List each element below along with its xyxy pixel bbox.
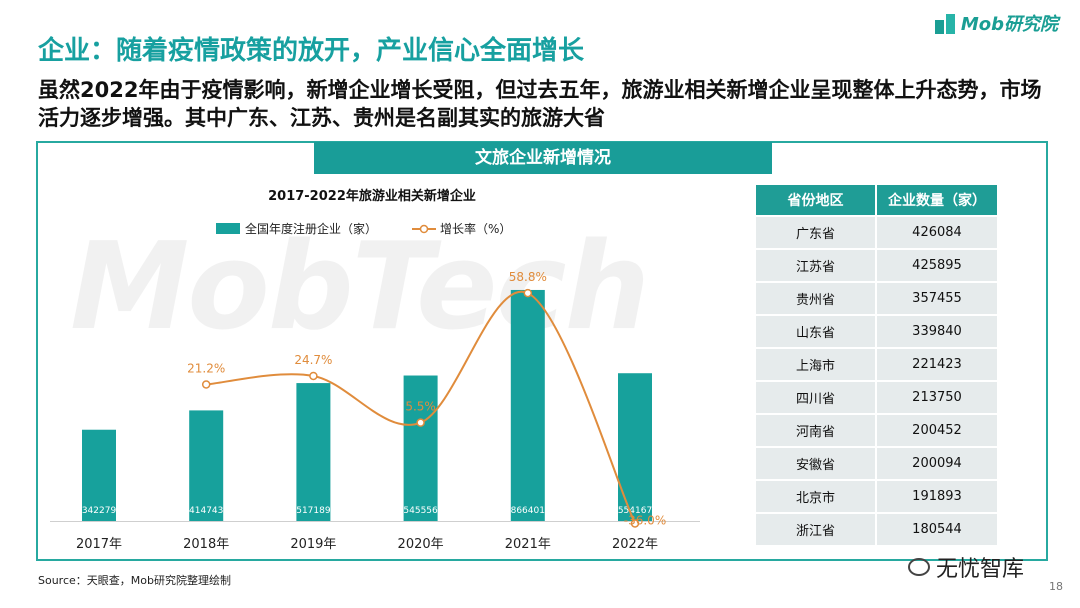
table-cell-count: 191893: [877, 481, 997, 512]
table-row: 贵州省 357455: [756, 283, 997, 314]
growth-label: 21.2%: [187, 361, 225, 375]
table-row: 上海市 221423: [756, 349, 997, 380]
bar-value-label: 342279: [82, 506, 117, 516]
bar: [403, 375, 438, 521]
growth-point: [630, 519, 640, 528]
table-cell-region: 山东省: [756, 316, 875, 347]
table-cell-region: 贵州省: [756, 283, 875, 314]
wechat-icon: [908, 558, 930, 576]
brand-mark: 无忧智库: [908, 551, 1024, 583]
table-header-region: 省份地区: [756, 185, 875, 215]
table-row: 广东省 426084: [756, 217, 997, 248]
table-cell-count: 426084: [877, 217, 997, 248]
table-cell-region: 安徽省: [756, 448, 875, 479]
growth-label: -36.0%: [624, 513, 666, 527]
table-row: 山东省 339840: [756, 316, 997, 347]
table-cell-count: 221423: [877, 349, 997, 380]
table-header-count: 企业数量（家）: [877, 185, 997, 215]
bar: [296, 383, 331, 521]
source-note: Source：天眼查，Mob研究院整理绘制: [38, 574, 231, 587]
bar: [189, 410, 224, 521]
legend-swatch-bar: [216, 223, 240, 234]
table-cell-count: 200452: [877, 415, 997, 446]
legend-marker-line: [419, 224, 429, 234]
growth-point: [416, 418, 425, 427]
table-cell-region: 江苏省: [756, 250, 875, 281]
page-title: 企业：随着疫情政策的放开，产业信心全面增长: [38, 36, 585, 66]
legend-label-bar: 全国年度注册企业（家）: [245, 221, 377, 236]
table-cell-count: 425895: [877, 250, 997, 281]
panel-header: 文旅企业新增情况: [314, 142, 772, 174]
table-row: 安徽省 200094: [756, 448, 997, 479]
table-row: 河南省 200452: [756, 415, 997, 446]
x-tick-label: 2020年: [398, 537, 444, 552]
growth-label: 5.5%: [405, 400, 436, 414]
growth-point: [523, 288, 533, 298]
table-cell-count: 213750: [877, 382, 997, 413]
bar-value-label: 414743: [189, 506, 223, 516]
mob-logo: Mob研究院: [934, 10, 1058, 36]
province-table: 省份地区 企业数量（家） 广东省 426084 江苏省 425895 贵州省 3574…: [754, 183, 999, 547]
table-row: 江苏省 425895: [756, 250, 997, 281]
bar-value-label: 545556: [403, 506, 438, 516]
bar: [618, 373, 652, 521]
table-cell-region: 广东省: [756, 217, 875, 248]
bar-value-label: 866401: [511, 506, 545, 516]
table-row: 北京市 191893: [756, 481, 997, 512]
growth-label: 58.8%: [509, 270, 547, 284]
bar: [510, 289, 545, 521]
watermark: MobTech: [70, 218, 650, 357]
page-subtitle: 虽然2022年由于疫情影响，新增企业增长受阻，但过去五年，旅游业相关新增企业呈现…: [38, 78, 1042, 130]
logo-text: Mob研究院: [960, 14, 1058, 35]
growth-point: [309, 371, 318, 381]
mob-logo-icon: [934, 12, 957, 34]
table-header-row: 省份地区 企业数量（家）: [756, 185, 997, 215]
x-tick-label: 2019年: [290, 537, 336, 552]
page-number: 18: [1049, 580, 1063, 593]
table-cell-region: 北京市: [756, 481, 875, 512]
table-cell-region: 浙江省: [756, 514, 875, 545]
x-tick-label: 2017年: [76, 537, 122, 552]
bar-value-label: 554167: [618, 506, 652, 516]
legend-label-line: 增长率（%）: [440, 221, 511, 236]
table-cell-region: 上海市: [756, 349, 875, 380]
growth-point: [201, 380, 211, 389]
bar: [82, 429, 116, 521]
table-cell-count: 339840: [877, 316, 997, 347]
table-row: 浙江省 180544: [756, 514, 997, 545]
growth-label: 24.7%: [294, 353, 332, 367]
x-tick-label: 2022年: [612, 537, 658, 552]
table-cell-count: 200094: [877, 448, 997, 479]
table-cell-count: 180544: [877, 514, 997, 545]
table-cell-region: 河南省: [756, 415, 875, 446]
table-cell-count: 357455: [877, 283, 997, 314]
table-row: 四川省 213750: [756, 382, 997, 413]
x-tick-label: 2018年: [183, 537, 229, 552]
table-cell-region: 四川省: [756, 382, 875, 413]
brand-text: 无忧智库: [936, 557, 1025, 582]
bar-value-label: 517189: [296, 506, 331, 516]
growth-line: [206, 290, 636, 524]
chart-title: 2017-2022年旅游业相关新增企业: [268, 188, 476, 204]
x-tick-label: 2021年: [505, 537, 551, 552]
